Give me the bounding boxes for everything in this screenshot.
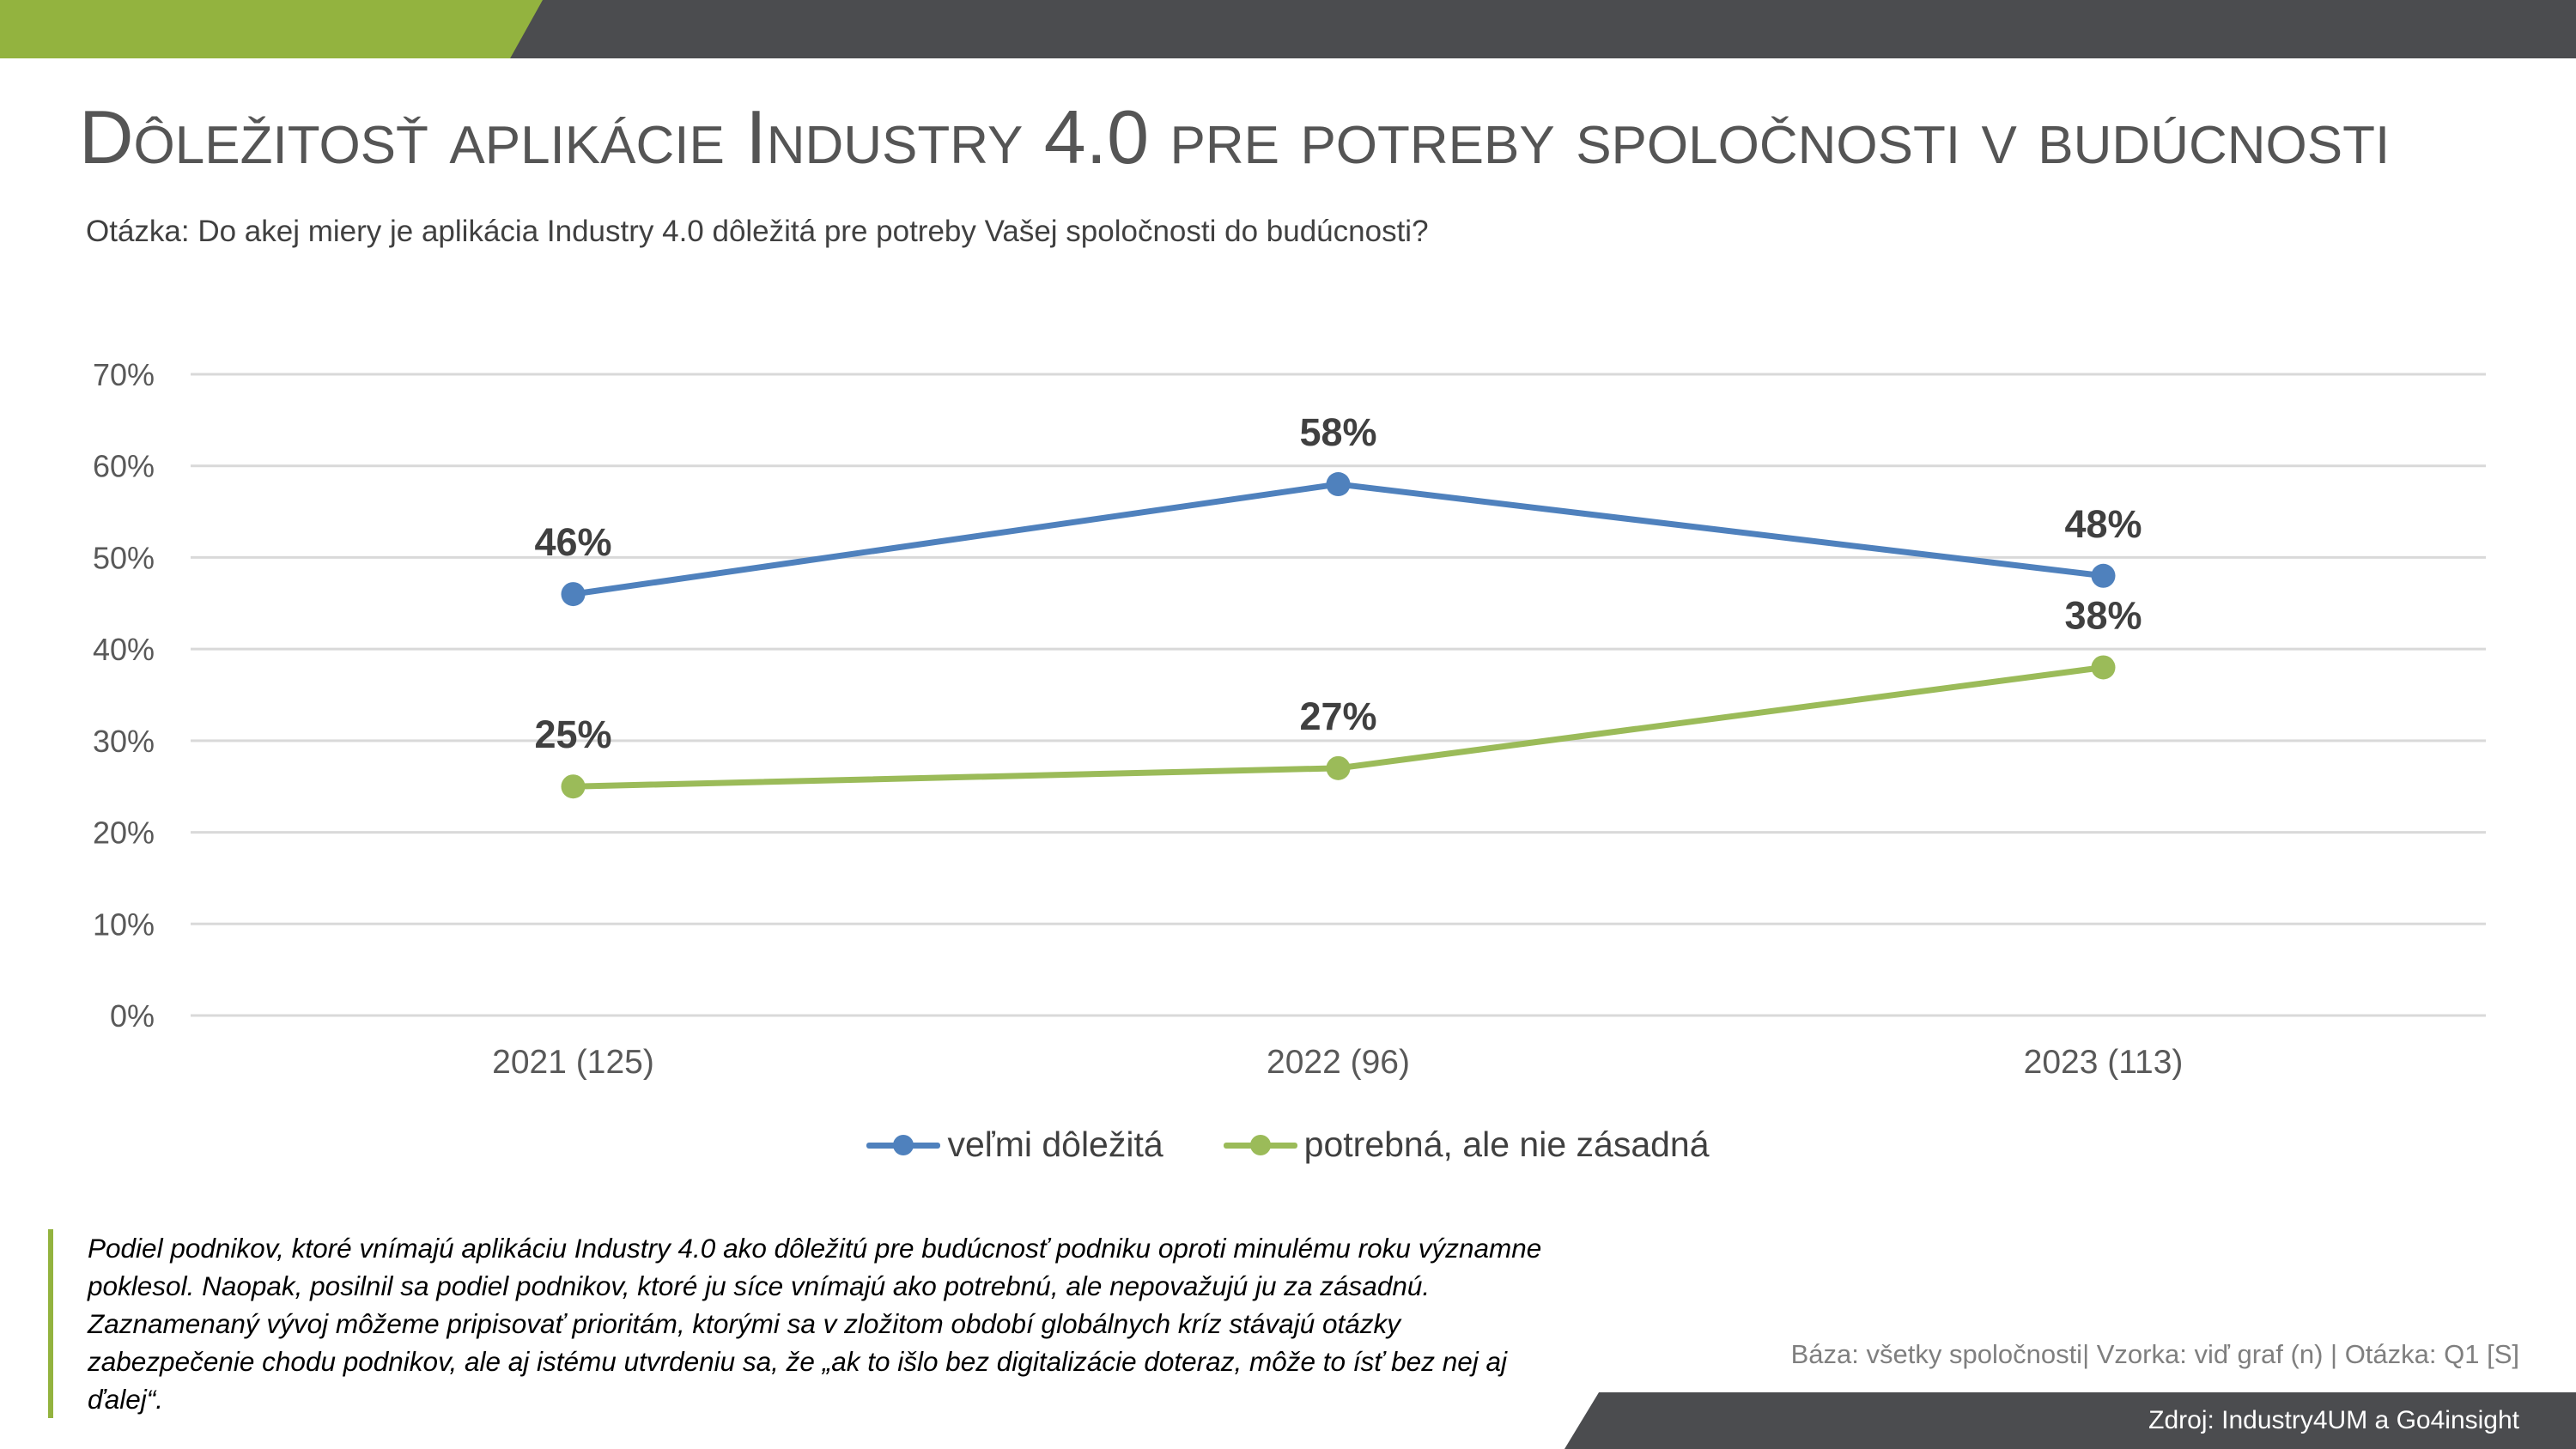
slide-title: Dôležitosť aplikácie Industry 4.0 pre po…	[79, 94, 2391, 179]
basis-text: Báza: všetky spoločnosti| Vzorka: viď gr…	[1790, 1339, 2519, 1369]
y-tick-label: 0%	[110, 998, 155, 1034]
chart-legend: veľmi dôležitá potrebná, ale nie zásadná	[0, 1125, 2576, 1165]
legend-label-potrebna: potrebná, ale nie zásadná	[1303, 1125, 1710, 1164]
data-label: 46%	[534, 520, 611, 564]
series-line	[570, 481, 2106, 597]
legend-item-velmi-dolezita: veľmi dôležitá	[866, 1125, 1163, 1165]
legend-item-potrebna: potrebná, ale nie zásadná	[1223, 1125, 1710, 1165]
top-bar	[0, 0, 2576, 58]
y-tick-label: 30%	[93, 724, 155, 759]
data-label: 48%	[2064, 502, 2142, 546]
y-tick-label: 60%	[93, 449, 155, 484]
line-chart: 0% 10% 20% 30% 40% 50% 60% 70% 2021 (125) 2022 (9…	[93, 357, 2486, 1081]
y-tick-label: 50%	[93, 540, 155, 575]
y-tick-label: 10%	[93, 906, 155, 942]
y-tick-label: 40%	[93, 632, 155, 667]
legend-marker-velmi-dolezita	[866, 1134, 941, 1155]
data-point	[2091, 655, 2116, 680]
top-bar-accent	[0, 0, 543, 58]
data-label: 58%	[1299, 410, 1376, 454]
footer-bar	[1564, 1392, 2576, 1449]
data-point	[1326, 755, 1351, 780]
x-tick-label: 2022 (96)	[1267, 1044, 1410, 1081]
legend-marker-potrebna	[1223, 1134, 1297, 1155]
legend-label-velmi-dolezita: veľmi dôležitá	[947, 1125, 1163, 1164]
source-text: Zdroj: Industry4UM a Go4insight	[2148, 1406, 2519, 1434]
data-label: 27%	[1299, 694, 1376, 738]
data-point	[2091, 563, 2116, 588]
data-label: 25%	[534, 712, 611, 756]
data-label: 38%	[2064, 593, 2142, 637]
x-tick-label: 2023 (113)	[2024, 1044, 2184, 1081]
x-tick-label: 2021 (125)	[492, 1044, 654, 1081]
y-tick-label: 20%	[93, 815, 155, 851]
y-tick-label: 70%	[93, 357, 155, 392]
data-point	[561, 774, 586, 799]
data-point	[1326, 472, 1351, 497]
data-point	[561, 582, 586, 607]
slide-subtitle: Otázka: Do akej miery je aplikácia Indus…	[86, 215, 1429, 248]
commentary-note: Podiel podnikov, ktoré vnímajú aplikáciu…	[48, 1229, 1547, 1418]
